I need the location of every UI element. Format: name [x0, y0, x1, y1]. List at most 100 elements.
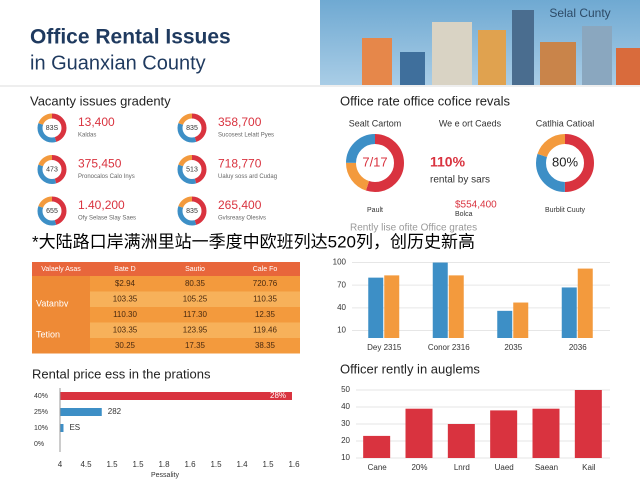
x-tick-label: Conor 2316 [428, 343, 470, 352]
note: Ofy Selase Slay Saes [78, 216, 136, 222]
ring-segment [37, 155, 67, 184]
table-cell: 17.35 [185, 341, 206, 350]
bar [405, 408, 433, 458]
x-tick-label: 1.5 [132, 460, 144, 469]
row-label-cell [32, 307, 90, 323]
ring-segment [177, 113, 207, 143]
x-tick-label: 2036 [569, 343, 587, 352]
note: Bolca [455, 211, 473, 218]
section-heading: Vacanty issues gradenty [30, 93, 171, 108]
x-tick-label: Uaed [495, 463, 514, 472]
table-cell: 12.35 [255, 310, 276, 319]
ring-label: 835 [186, 125, 198, 132]
table-cell: 119.46 [253, 325, 277, 334]
row-label-cell [32, 276, 90, 292]
figure: 718,770 [218, 157, 262, 171]
bar [384, 275, 400, 338]
x-tick-label: Saean [535, 463, 558, 472]
table-header-cell: Cale Fo [253, 266, 278, 273]
figure: 358,700 [218, 115, 262, 129]
table-cell: 110.30 [113, 310, 137, 319]
figure: 13,400 [78, 115, 115, 129]
x-tick-label: Dey 2315 [367, 343, 402, 352]
y-tick-label: 10 [341, 453, 350, 462]
row-label: Vatanby [36, 299, 69, 309]
x-tick-label: 2035 [504, 343, 522, 352]
x-tick-label: Kail [582, 463, 596, 472]
bar [532, 408, 560, 458]
note: Sucosest Lelatt Pyes [218, 133, 274, 139]
x-tick-label: 1.6 [288, 460, 300, 469]
x-tick-label: 4 [58, 460, 63, 469]
bar-annotation: 28% [270, 391, 286, 400]
note: Ualuy soss ard Cudag [218, 174, 277, 180]
buildings [362, 10, 640, 85]
ring-segment [37, 196, 67, 226]
table-row [32, 338, 300, 354]
row-label-cell [32, 338, 90, 354]
y-tick-label: 70 [337, 280, 346, 289]
table-cell: 80.35 [185, 279, 206, 288]
title: Office Rental Issues [30, 26, 231, 49]
y-tick-label: 10% [34, 425, 48, 432]
bar [574, 390, 602, 458]
column-label: Sealt Cartom [349, 118, 402, 128]
table-header [32, 262, 300, 276]
y-tick-label: 40 [341, 402, 350, 411]
table-cell: 720.76 [253, 279, 278, 288]
badge: Selal Cunty [549, 6, 610, 20]
figure: 265,400 [218, 198, 262, 212]
bar [448, 275, 464, 338]
bar [561, 287, 577, 338]
bar [432, 262, 448, 338]
row-label-cell [32, 291, 90, 307]
bar-annotation: 282 [108, 407, 122, 416]
ring-segment [536, 134, 594, 192]
y-tick-label: 20 [341, 436, 350, 445]
ring-segment [536, 134, 594, 192]
bar [490, 410, 518, 458]
ring-segment [346, 134, 404, 192]
x-tick-label: 1.5 [106, 460, 118, 469]
x-tick-label: 20% [411, 463, 427, 472]
y-tick-label: 100 [333, 258, 347, 267]
bar [60, 392, 292, 400]
amount: $554,400 [455, 200, 497, 211]
table-row [32, 276, 300, 292]
chart-title: Rently lise ofite Office grates [350, 223, 477, 234]
row-label-cell [32, 322, 90, 338]
table-cell: 105.25 [183, 294, 208, 303]
caption: rental by sars [430, 175, 490, 186]
y-tick-label: 30 [341, 419, 350, 428]
bar [368, 277, 384, 338]
note: Burblit Cuuty [545, 207, 586, 214]
note: Gvlsreasy Olesivs [218, 216, 266, 222]
y-tick-label: 50 [341, 385, 350, 394]
column-label: Catlhia Catioal [536, 118, 595, 128]
column-label: We e ort Caeds [439, 118, 502, 128]
figure: 375,450 [78, 157, 122, 171]
x-tick-label: 1.4 [236, 460, 248, 469]
ring-segment [177, 155, 207, 184]
x-tick-label: 1.6 [184, 460, 196, 469]
x-tick-label: 1.5 [262, 460, 274, 469]
table-cell: 103.35 [113, 325, 138, 334]
table-row [32, 322, 300, 338]
ring-label: 7/17 [362, 154, 387, 169]
table-row [32, 307, 300, 323]
y-tick-label: 0% [34, 441, 44, 448]
bar-annotation: ES [69, 423, 80, 432]
ring-segment [177, 196, 207, 226]
bar [513, 302, 529, 338]
table-cell: 123.95 [183, 325, 208, 334]
table-cell: 38.35 [255, 341, 276, 350]
axis-label: Pessality [151, 472, 180, 479]
subtitle: in Guanxian County [30, 52, 206, 74]
ring-label: 83S [46, 125, 59, 132]
ring-segment [37, 155, 67, 184]
ring-segment [37, 113, 67, 143]
table-cell: 117.30 [183, 310, 207, 319]
x-tick-label: 4.5 [80, 460, 92, 469]
chart-title: Officer rently in auglems [340, 361, 480, 376]
